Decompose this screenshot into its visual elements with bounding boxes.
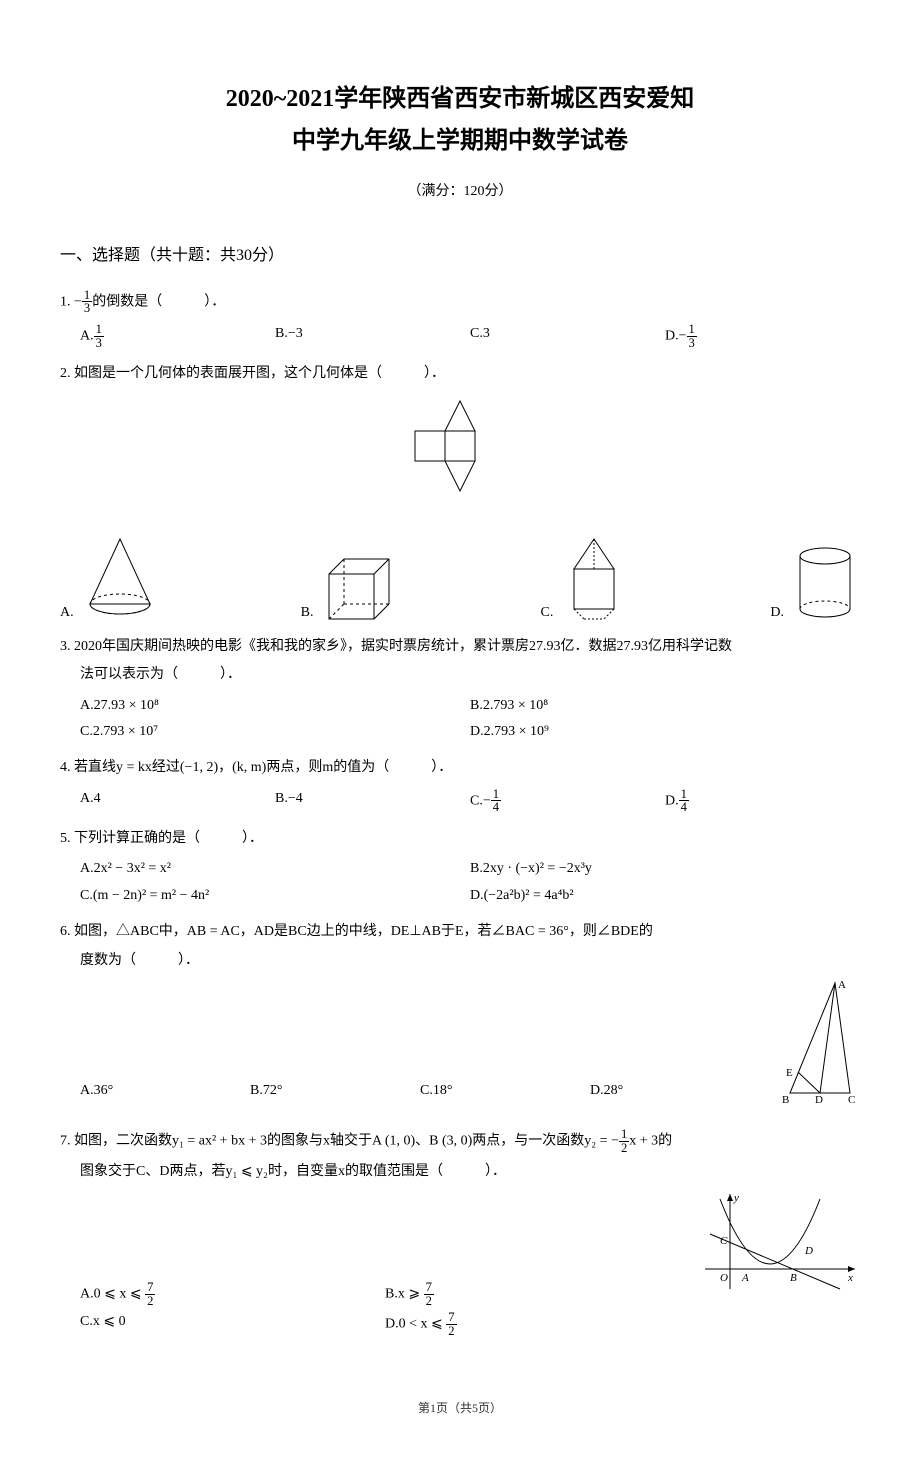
q5-options: A.2x² − 3x² = x² B.2xy · (−x)² = −2x³y C… xyxy=(60,856,860,909)
triangle-figure-icon: A B D C E xyxy=(770,978,860,1108)
q5-optB: B.2xy · (−x)² = −2x³y xyxy=(470,856,860,882)
q4-optB: B.−4 xyxy=(275,786,470,816)
svg-text:D: D xyxy=(804,1245,813,1257)
q3-text2: 法可以表示为（ ）． xyxy=(60,664,860,686)
q3-optC: C.2.793 × 10⁷ xyxy=(80,719,470,745)
q7-optC: C.x ⩽ 0 xyxy=(80,1309,385,1339)
full-score: （满分：120分） xyxy=(60,181,860,203)
q6-figure: A B D C E xyxy=(770,978,860,1116)
svg-text:B: B xyxy=(782,1094,789,1106)
q4-text: 4. 若直线y = kx经过(−1, 2)，(k, m)两点，则m的值为（ ）． xyxy=(60,757,860,779)
svg-text:C: C xyxy=(720,1235,728,1247)
q7-optB: B.x ⩾ 72 xyxy=(385,1279,690,1309)
svg-text:D: D xyxy=(815,1094,823,1106)
q2-optA: A. xyxy=(60,534,160,624)
q7-optA: A.0 ⩽ x ⩽ 72 xyxy=(80,1279,385,1309)
question-5: 5. 下列计算正确的是（ ）． A.2x² − 3x² = x² B.2xy ·… xyxy=(60,828,860,909)
q5-optC: C.(m − 2n)² = m² − 4n² xyxy=(80,883,470,909)
pyramid-prism-icon xyxy=(559,534,629,624)
q6-options: A.36° B.72° C.18° D.28° xyxy=(60,1078,760,1104)
q2-optC: C. xyxy=(541,534,630,624)
question-1: 1. −13的倒数是（ ）． A.13 B.−3 C.3 D.−13 xyxy=(60,289,860,351)
q2-text: 2. 如图是一个几何体的表面展开图，这个几何体是（ ）． xyxy=(60,363,860,385)
question-2: 2. 如图是一个几何体的表面展开图，这个几何体是（ ）． A. B. xyxy=(60,363,860,624)
section-header: 一、选择题（共十题：共30分） xyxy=(60,243,860,269)
question-6: 6. 如图，△ABC中，AB = AC，AD是BC边上的中线，DE⊥AB于E，若… xyxy=(60,921,860,1116)
q5-text: 5. 下列计算正确的是（ ）． xyxy=(60,828,860,850)
svg-text:C: C xyxy=(848,1094,855,1106)
cylinder-icon xyxy=(790,544,860,624)
q5-optD: D.(−2a²b)² = 4a⁴b² xyxy=(470,883,860,909)
q1-prefix: 1. − xyxy=(60,294,82,309)
svg-text:O: O xyxy=(720,1272,728,1284)
q4-optC: C.−14 xyxy=(470,786,665,816)
svg-text:A: A xyxy=(838,979,846,991)
svg-text:B: B xyxy=(790,1272,797,1284)
q6-text2: 度数为（ ）． xyxy=(60,950,860,972)
q7-optD: D.0 < x ⩽ 72 xyxy=(385,1309,690,1339)
q7-figure: y x O A B C D xyxy=(700,1189,860,1307)
exam-title-line2: 中学九年级上学期期中数学试卷 xyxy=(60,122,860,160)
q4-optD: D.14 xyxy=(665,786,860,816)
svg-text:y: y xyxy=(733,1192,739,1204)
q7-text1: 7. 如图，二次函数y₁ = ax² + bx + 3的图象与x轴交于A (1,… xyxy=(60,1128,860,1154)
q3-text1: 3. 2020年国庆期间热映的电影《我和我的家乡》，据实时票房统计，累计票房27… xyxy=(60,636,860,658)
svg-text:A: A xyxy=(741,1272,749,1284)
q1-options: A.13 B.−3 C.3 D.−13 xyxy=(60,321,860,351)
question-4: 4. 若直线y = kx经过(−1, 2)，(k, m)两点，则m的值为（ ）．… xyxy=(60,757,860,816)
q2-main-figure xyxy=(60,396,860,524)
q6-optB: B.72° xyxy=(250,1078,420,1104)
q4-optA: A.4 xyxy=(80,786,275,816)
q1-optC: C.3 xyxy=(470,321,665,351)
q3-optD: D.2.793 × 10⁹ xyxy=(470,719,860,745)
q3-options: A.27.93 × 10⁸ B.2.793 × 10⁸ C.2.793 × 10… xyxy=(60,693,860,746)
q5-optA: A.2x² − 3x² = x² xyxy=(80,856,470,882)
svg-text:x: x xyxy=(847,1272,853,1284)
q1-optB: B.−3 xyxy=(275,321,470,351)
svg-text:E: E xyxy=(786,1067,793,1079)
q6-optC: C.18° xyxy=(420,1078,590,1104)
q2-optD: D. xyxy=(770,544,860,624)
q1-optA: A.13 xyxy=(80,321,275,351)
q1-suffix: 的倒数是（ ）． xyxy=(92,294,225,309)
q3-optA: A.27.93 × 10⁸ xyxy=(80,693,470,719)
q6-text1: 6. 如图，△ABC中，AB = AC，AD是BC边上的中线，DE⊥AB于E，若… xyxy=(60,921,860,943)
q2-optB: B. xyxy=(301,554,400,624)
q6-optD: D.28° xyxy=(590,1078,760,1104)
q3-optB: B.2.793 × 10⁸ xyxy=(470,693,860,719)
cone-icon xyxy=(80,534,160,624)
parabola-figure-icon: y x O A B C D xyxy=(700,1189,860,1299)
q1-frac: 13 xyxy=(82,289,92,315)
exam-title-line1: 2020~2021学年陕西省西安市新城区西安爱知 xyxy=(60,80,860,118)
q4-options: A.4 B.−4 C.−14 D.14 xyxy=(60,786,860,816)
page-footer: 第1页（共5页） xyxy=(60,1399,860,1418)
question-3: 3. 2020年国庆期间热映的电影《我和我的家乡》，据实时票房统计，累计票房27… xyxy=(60,636,860,746)
question-7: 7. 如图，二次函数y₁ = ax² + bx + 3的图象与x轴交于A (1,… xyxy=(60,1128,860,1339)
q1-text: 1. −13的倒数是（ ）． xyxy=(60,289,860,315)
q7-options: A.0 ⩽ x ⩽ 72 B.x ⩾ 72 C.x ⩽ 0 D.0 < x ⩽ … xyxy=(60,1279,690,1339)
q1-optD: D.−13 xyxy=(665,321,860,351)
q2-options: A. B. C. xyxy=(60,534,860,624)
q7-text2: 图象交于C、D两点，若y₁ ⩽ y₂时，自变量x的取值范围是（ ）． xyxy=(60,1161,860,1183)
cube-icon xyxy=(319,554,399,624)
net-figure-icon xyxy=(400,396,520,516)
q6-optA: A.36° xyxy=(80,1078,250,1104)
